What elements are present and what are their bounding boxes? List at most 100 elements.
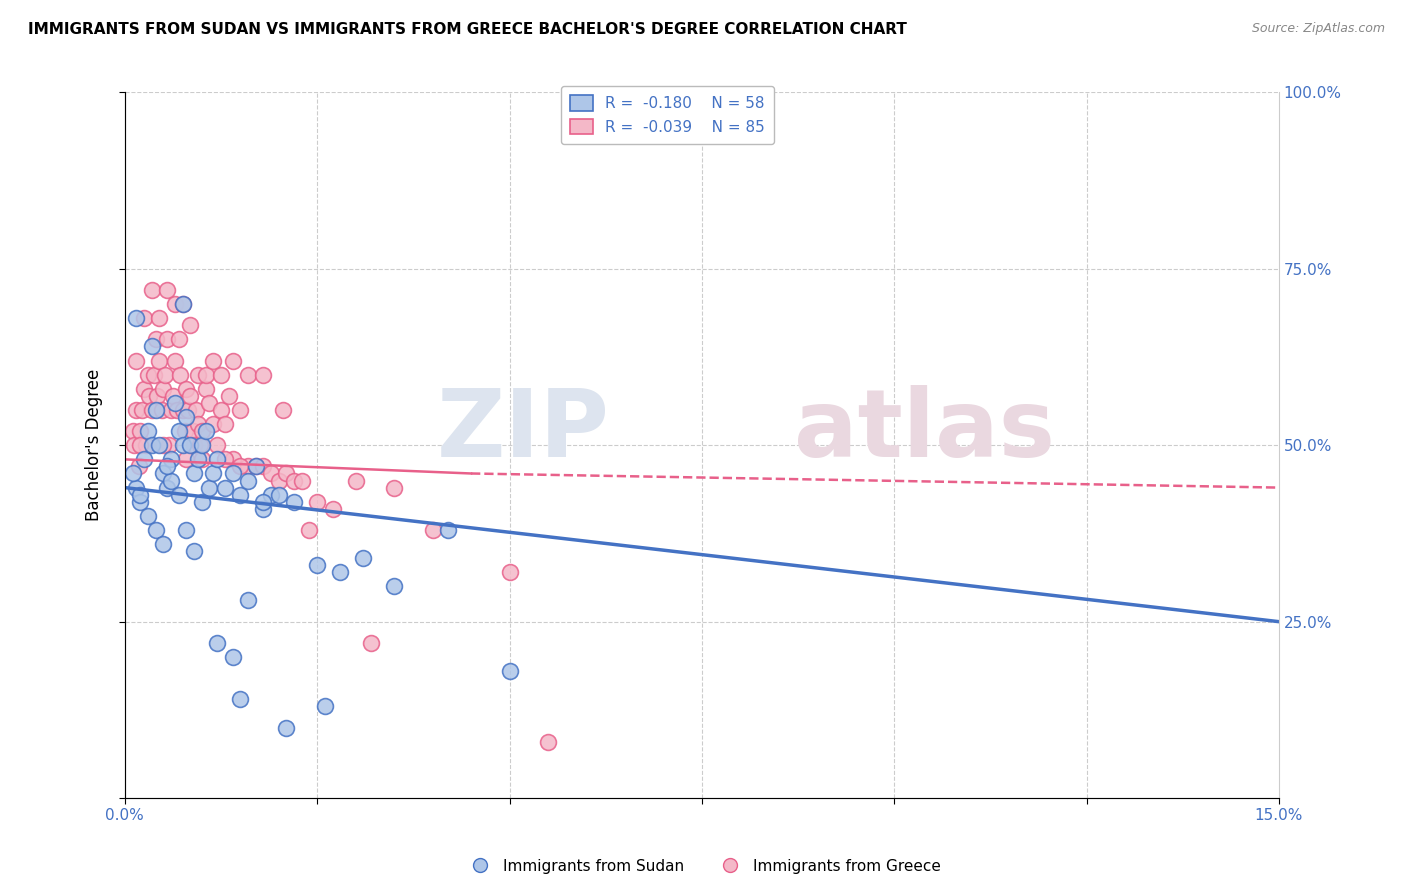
Point: [145, 523, 167, 537]
Point: [141, 403, 163, 417]
Point: [159, 438, 181, 452]
Point: [236, 474, 259, 488]
Point: [148, 353, 170, 368]
Point: [236, 368, 259, 382]
Point: [173, 424, 195, 438]
Point: [194, 382, 217, 396]
Point: [198, 481, 221, 495]
Point: [202, 417, 225, 431]
Point: [176, 452, 198, 467]
Point: [141, 339, 163, 353]
Point: [183, 544, 205, 558]
Point: [236, 593, 259, 607]
Point: [209, 368, 232, 382]
Point: [172, 297, 194, 311]
Point: [221, 452, 243, 467]
Point: [176, 382, 198, 396]
Point: [148, 311, 170, 326]
Point: [183, 467, 205, 481]
Point: [187, 417, 209, 431]
Point: [172, 438, 194, 452]
Point: [129, 424, 152, 438]
Point: [179, 389, 201, 403]
Point: [236, 459, 259, 474]
Point: [156, 459, 179, 474]
Point: [125, 353, 148, 368]
Point: [260, 488, 283, 502]
Text: ZIP: ZIP: [437, 385, 610, 477]
Point: [152, 537, 174, 551]
Point: [167, 488, 190, 502]
Point: [322, 501, 344, 516]
Point: [382, 579, 405, 593]
Point: [202, 467, 225, 481]
Point: [129, 494, 152, 508]
Point: [437, 523, 460, 537]
Point: [121, 467, 143, 481]
Text: atlas: atlas: [794, 385, 1056, 477]
Point: [138, 389, 160, 403]
Point: [498, 664, 520, 678]
Point: [122, 438, 145, 452]
Point: [191, 452, 214, 467]
Point: [218, 389, 240, 403]
Point: [422, 523, 444, 537]
Legend: Immigrants from Sudan, Immigrants from Greece: Immigrants from Sudan, Immigrants from G…: [458, 853, 948, 880]
Point: [229, 459, 252, 474]
Point: [267, 488, 290, 502]
Point: [132, 311, 155, 326]
Point: [132, 382, 155, 396]
Point: [214, 417, 236, 431]
Point: [136, 508, 159, 523]
Point: [132, 452, 155, 467]
Y-axis label: Bachelor's Degree: Bachelor's Degree: [86, 369, 103, 522]
Point: [214, 452, 236, 467]
Point: [125, 311, 148, 326]
Point: [498, 566, 520, 580]
Point: [214, 481, 236, 495]
Point: [146, 389, 169, 403]
Point: [129, 488, 152, 502]
Point: [184, 403, 207, 417]
Point: [183, 438, 205, 452]
Point: [382, 481, 405, 495]
Point: [125, 481, 148, 495]
Point: [291, 474, 314, 488]
Point: [148, 438, 170, 452]
Point: [152, 467, 174, 481]
Point: [143, 368, 166, 382]
Point: [205, 438, 228, 452]
Point: [177, 403, 200, 417]
Point: [160, 403, 183, 417]
Point: [162, 389, 184, 403]
Point: [156, 283, 179, 297]
Point: [163, 297, 186, 311]
Point: [198, 396, 221, 410]
Point: [194, 424, 217, 438]
Point: [172, 403, 194, 417]
Point: [187, 368, 209, 382]
Point: [160, 452, 183, 467]
Point: [245, 459, 267, 474]
Point: [283, 474, 305, 488]
Point: [252, 459, 274, 474]
Point: [209, 403, 232, 417]
Point: [314, 699, 336, 714]
Point: [163, 353, 186, 368]
Point: [187, 452, 209, 467]
Point: [188, 438, 211, 452]
Legend: R =  -0.180    N = 58, R =  -0.039    N = 85: R = -0.180 N = 58, R = -0.039 N = 85: [561, 86, 773, 144]
Point: [152, 382, 174, 396]
Point: [145, 333, 167, 347]
Point: [229, 403, 252, 417]
Point: [229, 488, 252, 502]
Point: [276, 721, 298, 735]
Point: [245, 459, 267, 474]
Point: [156, 333, 179, 347]
Point: [176, 523, 198, 537]
Point: [276, 467, 298, 481]
Point: [271, 403, 294, 417]
Point: [307, 558, 329, 573]
Point: [128, 459, 150, 474]
Point: [252, 494, 274, 508]
